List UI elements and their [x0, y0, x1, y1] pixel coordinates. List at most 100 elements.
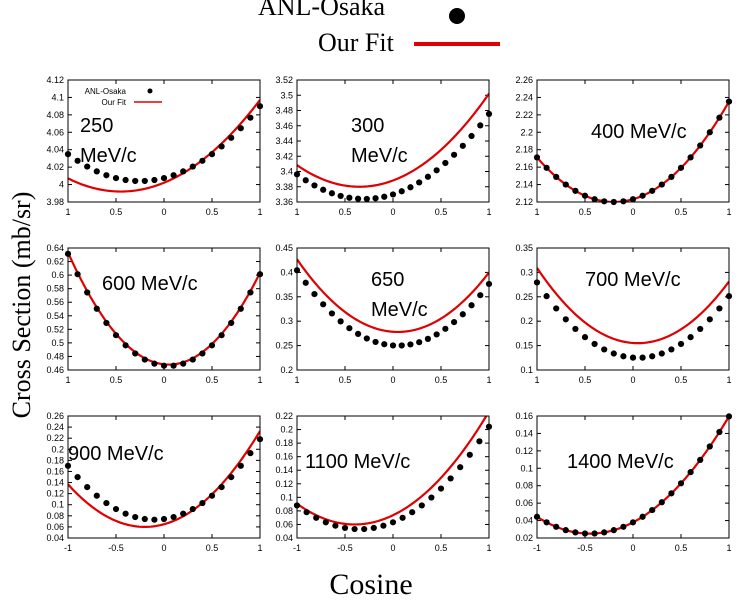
data-point	[93, 168, 100, 175]
plot-frame	[536, 415, 730, 539]
x-tick-label: 0.5	[435, 543, 448, 553]
data-point	[189, 356, 196, 363]
fit-line	[297, 93, 489, 188]
data-point	[141, 177, 148, 185]
panel-title: 1100 MeV/c	[305, 451, 410, 473]
data-point	[658, 499, 665, 506]
x-tick-label: 0.5	[675, 207, 688, 217]
y-tick-label: 3.98	[46, 197, 64, 207]
data-point	[180, 360, 187, 367]
data-point	[466, 451, 473, 458]
data-point	[668, 173, 675, 181]
x-tick-label: -0.5	[337, 543, 353, 553]
data-point	[189, 505, 196, 513]
x-tick-label: 1	[486, 543, 491, 553]
y-tick-label: 4.1	[51, 92, 64, 102]
y-tick-label: 0.12	[515, 446, 533, 456]
data-point	[74, 271, 81, 278]
inset-legend-points-marker	[147, 88, 153, 94]
y-tick-label: 0.16	[275, 452, 293, 462]
data-point	[341, 524, 349, 532]
plot-frame	[296, 247, 490, 371]
y-tick-label: 0.62	[46, 257, 64, 267]
x-tick-label: 1	[65, 207, 70, 217]
y-tick-label: 0.4	[280, 267, 293, 277]
data-point	[398, 342, 405, 349]
data-point	[437, 485, 445, 492]
data-point	[620, 353, 627, 360]
data-point	[208, 492, 216, 499]
y-tick-label: 2.18	[515, 145, 533, 155]
x-tick-label: 1	[534, 375, 539, 385]
data-point	[381, 341, 388, 348]
x-tick-label: -1	[533, 543, 541, 553]
data-point	[361, 525, 368, 533]
data-point	[84, 163, 91, 170]
data-point	[372, 338, 379, 346]
chart-panel-9: 0.02 0.04 0.06 0.08 0.1 0.12 0.14 0.16 -1 -0.5 0 0.…	[515, 411, 733, 553]
data-point	[459, 142, 466, 149]
y-tick-label: 3.42	[275, 151, 293, 161]
y-tick-label: 0.06	[275, 519, 293, 529]
data-point	[428, 494, 435, 501]
data-point	[346, 194, 353, 201]
data-point	[74, 157, 81, 164]
y-tick-label: 3.46	[275, 121, 293, 131]
data-point	[562, 181, 569, 188]
y-tick-label: 0.18	[46, 455, 64, 465]
y-tick-label: 0.08	[46, 511, 64, 521]
x-tick-label: 0.5	[110, 207, 123, 217]
y-tick-label: 2.2	[520, 127, 533, 137]
y-tick-label: 0.1	[520, 463, 533, 473]
y-tick-label: 0.3	[520, 267, 533, 277]
data-point	[424, 173, 432, 180]
data-point	[141, 356, 148, 363]
data-point	[74, 474, 81, 481]
data-point	[228, 134, 235, 141]
data-point	[112, 174, 120, 182]
data-point	[442, 325, 449, 332]
y-tick-label: 0.52	[46, 324, 64, 334]
data-point	[706, 129, 713, 136]
data-point	[639, 354, 646, 361]
y-tick-label: 0.08	[515, 481, 533, 491]
panel-title: 300	[351, 115, 384, 137]
y-tick-label: 0.48	[46, 351, 64, 361]
y-tick-label: 3.44	[275, 136, 293, 146]
x-tick-label: 0	[161, 207, 166, 217]
data-point	[247, 289, 254, 296]
y-tick-label: 0.06	[46, 522, 64, 532]
data-point	[677, 340, 685, 348]
data-point	[610, 350, 617, 357]
plot-frame	[296, 79, 490, 203]
data-point	[581, 530, 589, 537]
data-point	[237, 125, 244, 132]
data-point	[84, 289, 91, 296]
x-tick-label: -1	[293, 543, 301, 553]
y-tick-label: 0.15	[515, 341, 533, 351]
data-point	[687, 154, 694, 161]
data-point	[363, 335, 370, 342]
data-point	[716, 305, 723, 312]
y-tick-label: 0.1	[280, 492, 293, 502]
x-tick-label: 0.5	[675, 543, 688, 553]
data-point	[433, 331, 440, 338]
data-point	[180, 168, 187, 175]
data-point	[407, 184, 414, 191]
data-point	[629, 519, 637, 526]
data-point	[303, 509, 310, 516]
data-point	[468, 132, 475, 140]
y-tick-label: 2.22	[515, 110, 533, 120]
x-tick-label: -1	[64, 543, 72, 553]
data-point	[208, 151, 216, 158]
y-tick-label: 0.06	[515, 498, 533, 508]
x-tick-label: 1	[726, 543, 731, 553]
data-point	[658, 350, 665, 357]
y-tick-label: 4	[59, 180, 64, 190]
data-point	[581, 334, 589, 341]
y-tick-label: 3.48	[275, 106, 293, 116]
data-point	[199, 499, 206, 507]
y-tick-label: 3.4	[280, 167, 293, 177]
y-tick-label: 0.14	[515, 428, 533, 438]
data-point	[572, 187, 579, 194]
